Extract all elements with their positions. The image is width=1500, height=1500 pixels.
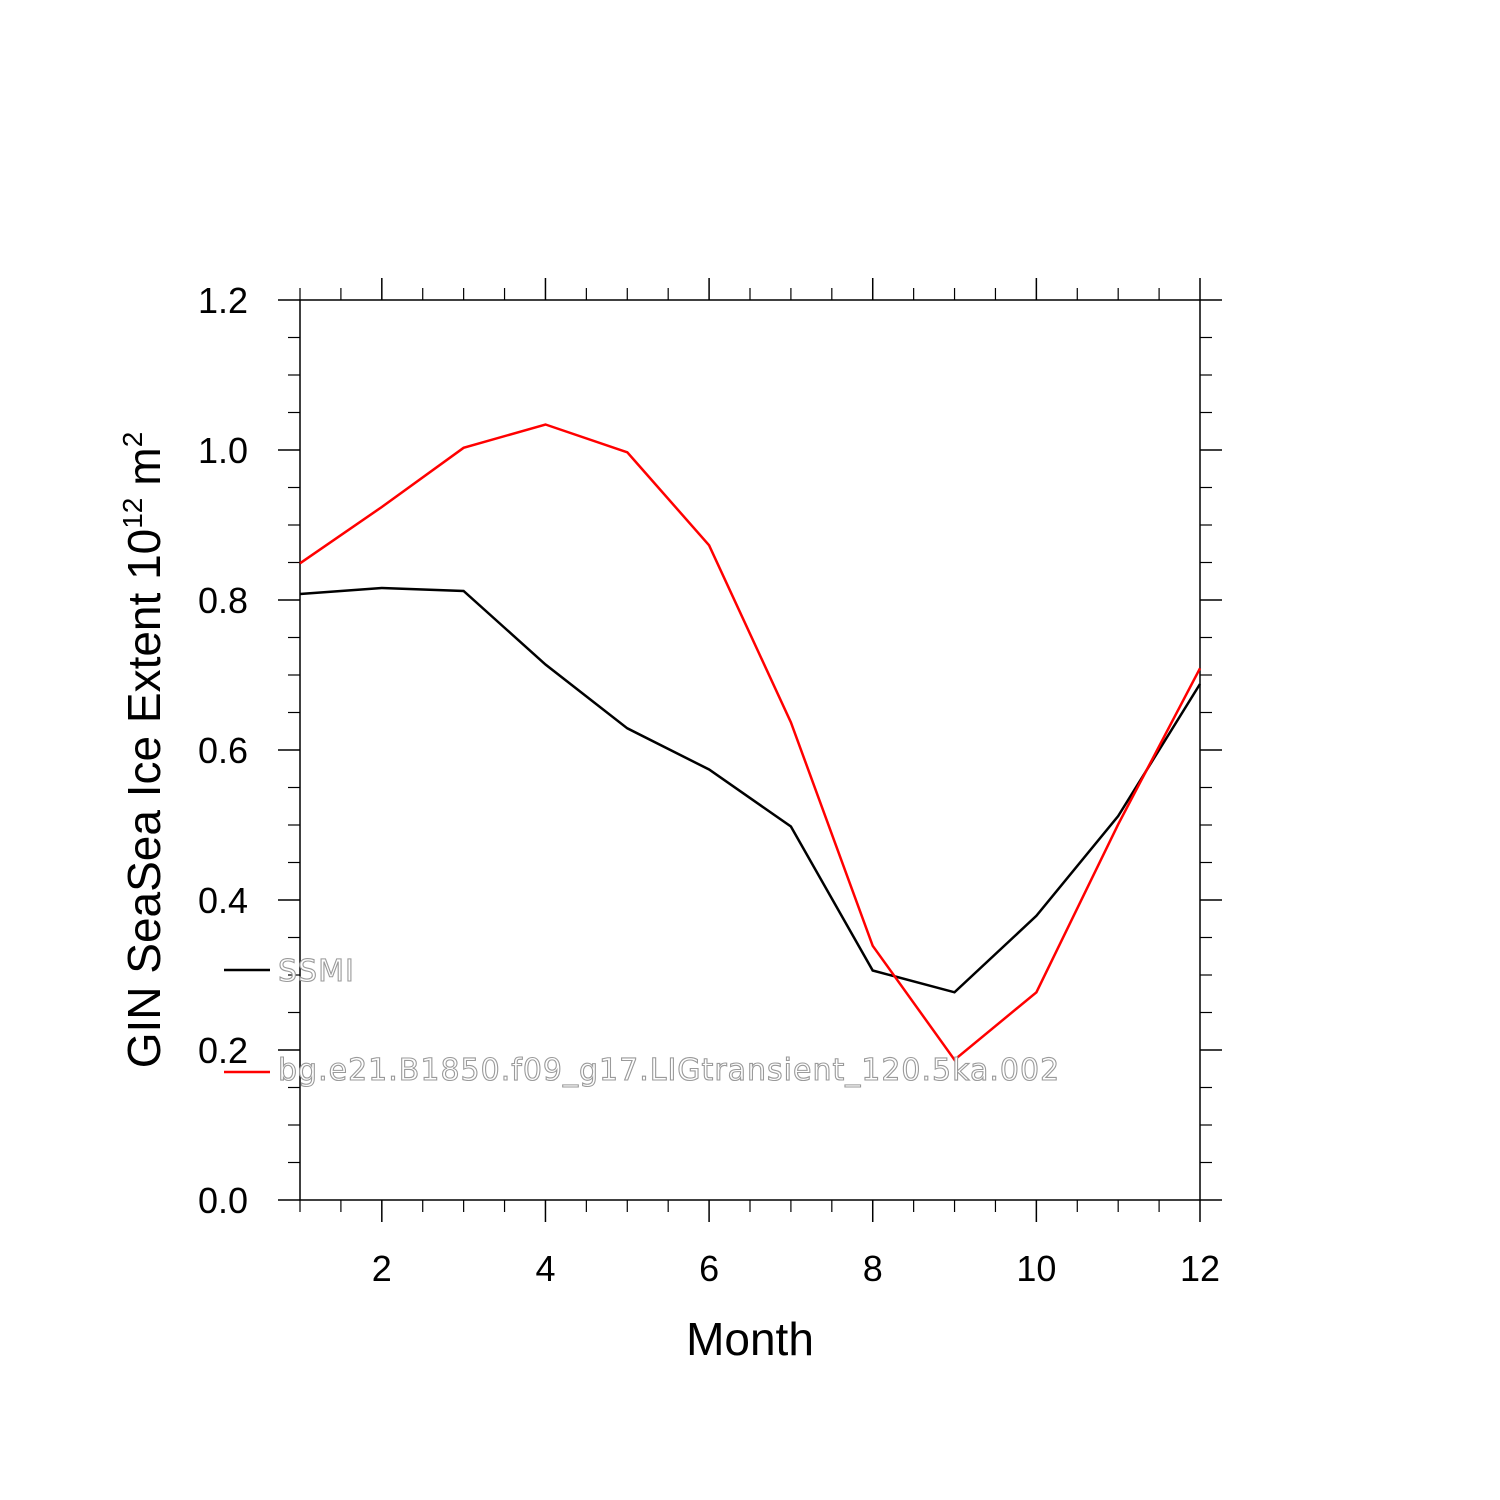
y-tick-label: 0.0 (198, 1180, 248, 1221)
series-line-ssmi (299, 586, 1202, 994)
y-axis-title-unit: m (118, 447, 170, 485)
x-axis-title: Month (686, 1313, 814, 1365)
series-line-lig-transient (299, 423, 1202, 1062)
x-tick-labels: 2 4 6 8 10 12 (372, 1248, 1220, 1289)
y-axis-title-main: GIN SeaSea Ice Extent 10 (118, 529, 170, 1069)
x-tick-label: 6 (699, 1248, 719, 1289)
x-tick-label: 10 (1016, 1248, 1056, 1289)
y-tick-label: 1.0 (198, 430, 248, 471)
legend-label-lig-transient: bg.e21.B1850.f09_g17.LIGtransient_120.5k… (278, 1053, 1060, 1088)
y-axis-title: GIN SeaSea Ice Extent 1012 m2 (117, 432, 170, 1069)
legend-label-ssmi: SSMI (278, 954, 355, 989)
x-tick-label: 8 (863, 1248, 883, 1289)
x-tick-label: 12 (1180, 1248, 1220, 1289)
major-ticks (278, 278, 1222, 1222)
x-tick-label: 2 (372, 1248, 392, 1289)
y-tick-label: 0.2 (198, 1030, 248, 1071)
y-tick-label: 0.8 (198, 580, 248, 621)
y-axis-title-unit-exponent: 2 (117, 432, 148, 448)
y-tick-label: 0.6 (198, 730, 248, 771)
y-tick-label: 0.4 (198, 880, 248, 921)
y-tick-label: 1.2 (198, 280, 248, 321)
minor-ticks (288, 288, 1212, 1212)
series-lines (299, 423, 1202, 1062)
y-axis-title-exponent: 12 (117, 498, 148, 529)
x-tick-label: 4 (535, 1248, 555, 1289)
y-tick-labels: 0.0 0.2 0.4 0.6 0.8 1.0 1.2 (198, 280, 248, 1221)
legend: SSMI bg.e21.B1850.f09_g17.LIGtransient_1… (224, 953, 1060, 1089)
